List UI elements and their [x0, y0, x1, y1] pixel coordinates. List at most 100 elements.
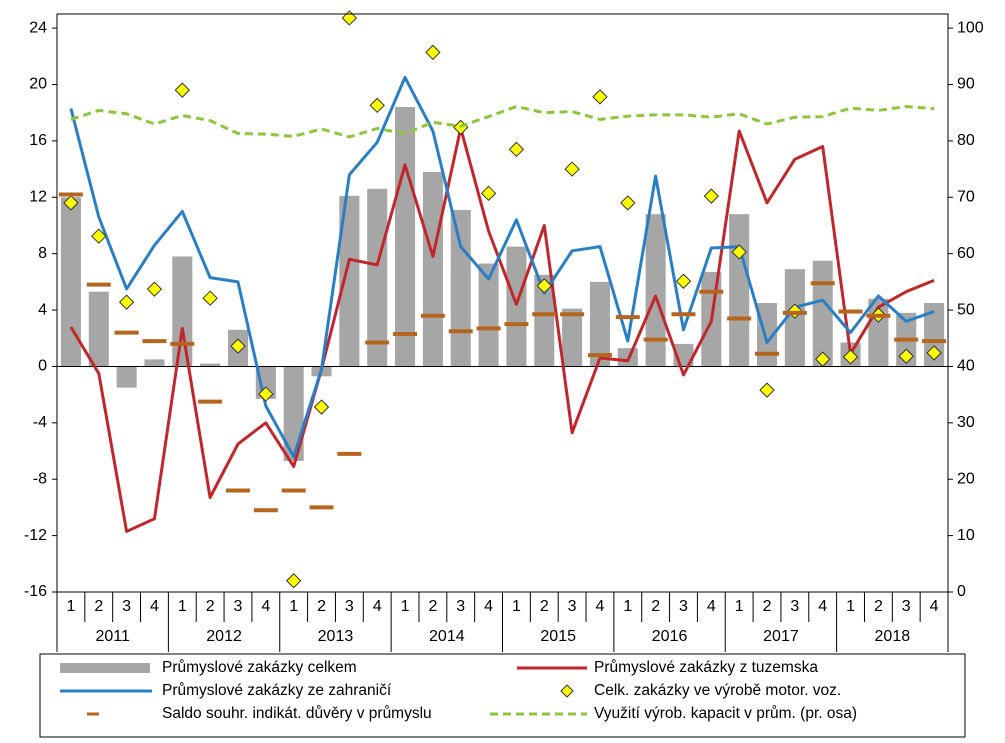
bar	[756, 303, 778, 367]
diamond-marker	[425, 44, 441, 61]
x-tick-label: 3	[568, 598, 577, 615]
y2-tick-label: 10	[957, 527, 975, 544]
legend-label: Průmyslové zakázky ze zahraničí	[162, 682, 392, 699]
y2-tick-label: 60	[957, 245, 975, 262]
diamond-marker	[258, 386, 274, 402]
x-tick-label: 1	[178, 598, 187, 615]
bar	[339, 195, 360, 367]
y2-tick-label: 50	[957, 301, 975, 318]
bar	[116, 366, 137, 388]
x-tick-label: 2	[874, 598, 883, 615]
y-tick-label: -8	[33, 470, 47, 487]
x-tick-label: 1	[846, 598, 855, 615]
diamond-marker	[341, 10, 358, 26]
bar	[200, 363, 221, 367]
y-tick-label: 12	[29, 188, 47, 205]
diamond-marker	[313, 399, 330, 415]
bar	[450, 209, 471, 367]
legend-swatch	[560, 684, 574, 698]
bar	[172, 256, 193, 367]
x-tick-label: 1	[401, 598, 410, 615]
x-tick-label: 3	[456, 598, 465, 615]
bar	[562, 308, 583, 367]
diamond-marker	[174, 82, 191, 98]
diamond-marker	[202, 290, 218, 306]
diamond-marker	[564, 161, 580, 177]
x-tick-label: 4	[818, 598, 827, 615]
x-tick-label: 4	[373, 598, 382, 615]
legend: Průmyslové zakázky celkem Průmyslové zaká…	[39, 653, 966, 738]
diamond-marker	[814, 351, 831, 367]
diamond-marker	[91, 228, 107, 244]
y-tick-label: -16	[24, 583, 47, 600]
legend-label: Průmyslové zakázky celkem	[162, 659, 357, 676]
x-tick-label: 1	[623, 598, 632, 615]
diamond-marker	[480, 185, 497, 202]
x-group-label: 2017	[763, 628, 799, 645]
bar	[534, 274, 555, 367]
y2-tick-label: 20	[957, 470, 975, 487]
bar	[589, 281, 610, 367]
series-line	[70, 105, 935, 139]
y-tick-label: 0	[38, 358, 47, 375]
bar	[422, 171, 443, 367]
diamond-marker	[118, 294, 135, 310]
bar	[395, 107, 416, 367]
x-group-label: 2013	[318, 628, 354, 645]
bar	[144, 359, 165, 367]
x-tick-label: 2	[94, 598, 103, 615]
x-tick-label: 1	[512, 598, 521, 615]
x-tick-label: 3	[345, 598, 354, 615]
bar	[478, 263, 499, 367]
x-tick-label: 4	[596, 598, 605, 615]
x-tick-label: 4	[707, 598, 716, 615]
legend-label: Celk. zakázky ve výrobě motor. voz.	[594, 682, 841, 699]
x-tick-label: 3	[902, 598, 911, 615]
x-group-label: 2012	[206, 628, 242, 645]
diamond-marker	[285, 573, 302, 589]
bar	[645, 214, 666, 367]
legend-label: Saldo souhr. indikát. důvěry v průmyslu	[162, 705, 432, 722]
diamond-marker	[703, 188, 720, 204]
diamond-marker	[63, 195, 79, 211]
y-tick-label: -12	[24, 527, 47, 544]
legend-label: Využití výrob. kapacit v prům. (pr. osa)	[594, 705, 857, 722]
diamond-marker	[926, 345, 942, 361]
x-tick-label: 2	[763, 598, 772, 615]
x-tick-label: 2	[206, 598, 215, 615]
x-tick-label: 4	[484, 598, 493, 615]
y-tick-label: 24	[29, 19, 47, 36]
diamond-marker	[675, 273, 692, 289]
y2-tick-label: 90	[957, 76, 975, 93]
x-group-label: 2011	[95, 628, 130, 645]
x-tick-label: 4	[150, 598, 159, 615]
y-tick-label: -4	[33, 414, 47, 431]
x-tick-label: 1	[289, 598, 298, 615]
y2-tick-label: 80	[957, 132, 975, 149]
diamond-marker	[898, 348, 914, 364]
bar	[60, 197, 81, 367]
y-tick-label: 8	[38, 245, 47, 262]
diamond-marker	[536, 278, 552, 294]
y2-tick-label: 30	[957, 414, 975, 431]
legend-swatch	[60, 663, 150, 673]
bar	[88, 291, 109, 367]
series-line	[69, 126, 935, 533]
y2-tick-label: 0	[957, 583, 966, 600]
x-tick-label: 3	[122, 598, 131, 615]
diamond-marker	[592, 89, 608, 105]
plot-area	[57, 10, 948, 589]
x-tick-label: 3	[234, 598, 243, 615]
x-tick-label: 3	[790, 598, 799, 615]
x-group-label: 2014	[429, 628, 465, 645]
y2-tick-label: 40	[957, 358, 975, 375]
x-tick-label: 2	[540, 598, 549, 615]
y2-tick-label: 100	[957, 19, 984, 36]
diamond-marker	[230, 338, 246, 354]
diamond-marker	[620, 195, 636, 211]
x-group-label: 2016	[652, 628, 688, 645]
x-tick-label: 2	[651, 598, 660, 615]
diamond-marker	[369, 97, 385, 114]
x-tick-label: 2	[317, 598, 326, 615]
